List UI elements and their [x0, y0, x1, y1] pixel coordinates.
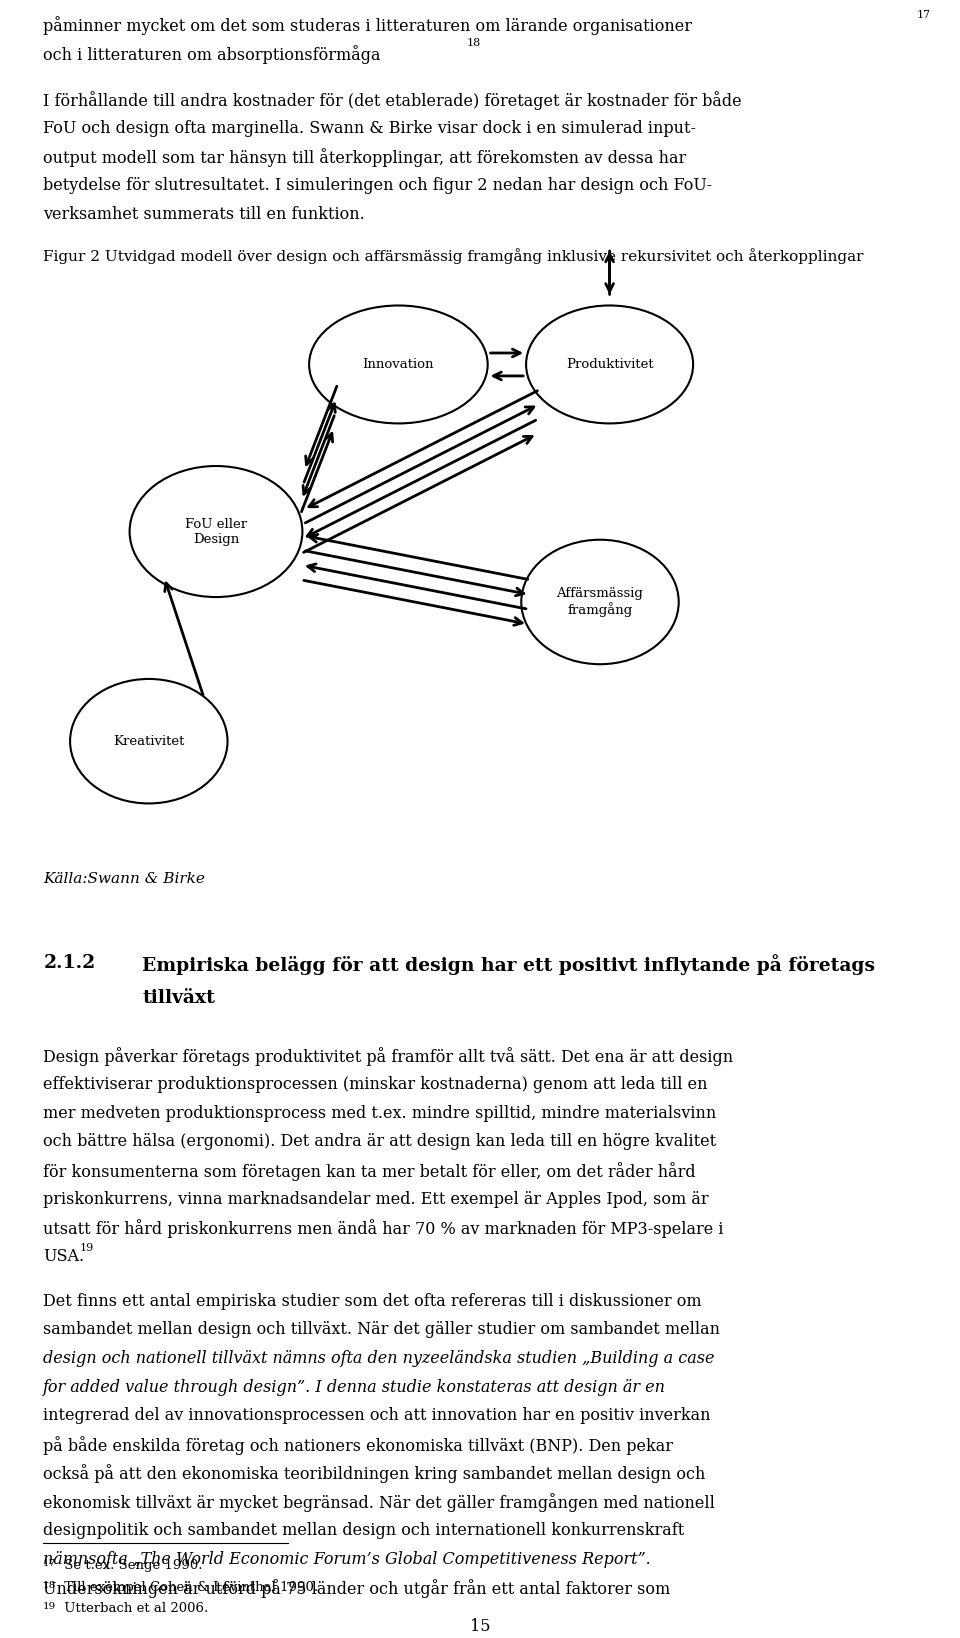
Text: FoU och design ofta marginella. Swann & Birke visar dock i en simulerad input-: FoU och design ofta marginella. Swann & …: [43, 120, 696, 136]
Text: för konsumenterna som företagen kan ta mer betalt för eller, om det råder hård: för konsumenterna som företagen kan ta m…: [43, 1163, 696, 1181]
Text: Produktivitet: Produktivitet: [565, 359, 654, 370]
Text: också på att den ekonomiska teoribildningen kring sambandet mellan design och: också på att den ekonomiska teoribildnin…: [43, 1464, 706, 1484]
Text: mer medveten produktionsprocess med t.ex. mindre spilltid, mindre materialsvinn: mer medveten produktionsprocess med t.ex…: [43, 1104, 716, 1122]
Text: USA.: USA.: [43, 1248, 84, 1265]
Text: Utterbach et al 2006.: Utterbach et al 2006.: [60, 1602, 208, 1615]
Text: output modell som tar hänsyn till återkopplingar, att förekomsten av dessa har: output modell som tar hänsyn till återko…: [43, 147, 686, 167]
Text: 17: 17: [917, 10, 931, 20]
Text: 19: 19: [80, 1243, 94, 1253]
Text: FoU eller
Design: FoU eller Design: [185, 518, 247, 545]
Text: verksamhet summerats till en funktion.: verksamhet summerats till en funktion.: [43, 205, 365, 223]
Text: 18: 18: [43, 1581, 57, 1589]
Text: designpolitik och sambandet mellan design och internationell konkurrenskraft: designpolitik och sambandet mellan desig…: [43, 1522, 684, 1540]
Text: sambandet mellan design och tillväxt. När det gäller studier om sambandet mellan: sambandet mellan design och tillväxt. Nä…: [43, 1322, 720, 1338]
Text: Affärsmässig
framgång: Affärsmässig framgång: [557, 586, 643, 618]
Text: Till exempel Cohen & Levinthal 1990.: Till exempel Cohen & Levinthal 1990.: [60, 1581, 319, 1594]
Text: Innovation: Innovation: [363, 359, 434, 370]
Text: 15: 15: [469, 1618, 491, 1635]
Text: 2.1.2: 2.1.2: [43, 953, 95, 971]
Text: ekonomisk tillväxt är mycket begränsad. När det gäller framgången med nationell: ekonomisk tillväxt är mycket begränsad. …: [43, 1494, 715, 1512]
Text: effektiviserar produktionsprocessen (minskar kostnaderna) genom att leda till en: effektiviserar produktionsprocessen (min…: [43, 1076, 708, 1093]
Text: utsatt för hård priskonkurrens men ändå har 70 % av marknaden för MP3-spelare i: utsatt för hård priskonkurrens men ändå …: [43, 1219, 724, 1238]
Text: for added value through design”. I denna studie konstateras att design är en: for added value through design”. I denna…: [43, 1379, 666, 1396]
Text: Det finns ett antal empiriska studier som det ofta refereras till i diskussioner: Det finns ett antal empiriska studier so…: [43, 1292, 702, 1310]
Text: 19: 19: [43, 1602, 57, 1610]
Text: betydelse för slutresultatet. I simuleringen och figur 2 nedan har design och Fo: betydelse för slutresultatet. I simuleri…: [43, 177, 712, 193]
Text: 18: 18: [467, 38, 481, 49]
Text: Figur 2 Utvidgad modell över design och affärsmässig framgång inklusive rekursiv: Figur 2 Utvidgad modell över design och …: [43, 249, 864, 264]
Text: Kreativitet: Kreativitet: [113, 735, 184, 747]
Text: Se t.ex. Senge 1990.: Se t.ex. Senge 1990.: [60, 1559, 203, 1572]
Text: och bättre hälsa (ergonomi). Det andra är att design kan leda till en högre kval: och bättre hälsa (ergonomi). Det andra ä…: [43, 1133, 716, 1150]
Text: design och nationell tillväxt nämns ofta den nyzeeländska studien „Building a ca: design och nationell tillväxt nämns ofta…: [43, 1350, 714, 1368]
Text: 17: 17: [43, 1559, 57, 1568]
Text: Undersökningen är utförd på 75 länder och utgår från ett antal faktorer som: Undersökningen är utförd på 75 länder oc…: [43, 1579, 670, 1599]
Text: I förhållande till andra kostnader för (det etablerade) företaget är kostnader f: I förhållande till andra kostnader för (…: [43, 90, 742, 110]
Text: Källa:Swann & Birke: Källa:Swann & Birke: [43, 871, 205, 886]
Text: på både enskilda företag och nationers ekonomiska tillväxt (BNP). Den pekar: på både enskilda företag och nationers e…: [43, 1437, 673, 1455]
Text: Design påverkar företags produktivitet på framför allt två sätt. Det ena är att : Design påverkar företags produktivitet p…: [43, 1048, 733, 1066]
Text: integrerad del av innovationsprocessen och att innovation har en positiv inverka: integrerad del av innovationsprocessen o…: [43, 1407, 710, 1425]
Text: påminner mycket om det som studeras i litteraturen om lärande organisationer: påminner mycket om det som studeras i li…: [43, 16, 692, 36]
Text: nämnsofta „The World Economic Forum’s Global Competitiveness Report”.: nämnsofta „The World Economic Forum’s Gl…: [43, 1551, 651, 1568]
Text: och i litteraturen om absorptionsförmåga: och i litteraturen om absorptionsförmåga: [43, 44, 381, 64]
Text: priskonkurrens, vinna marknadsandelar med. Ett exempel är Apples Ipod, som är: priskonkurrens, vinna marknadsandelar me…: [43, 1191, 708, 1207]
Text: Empiriska belägg för att design har ett positivt inflytande på företags: Empiriska belägg för att design har ett …: [142, 953, 876, 975]
Text: tillväxt: tillväxt: [142, 988, 215, 1006]
